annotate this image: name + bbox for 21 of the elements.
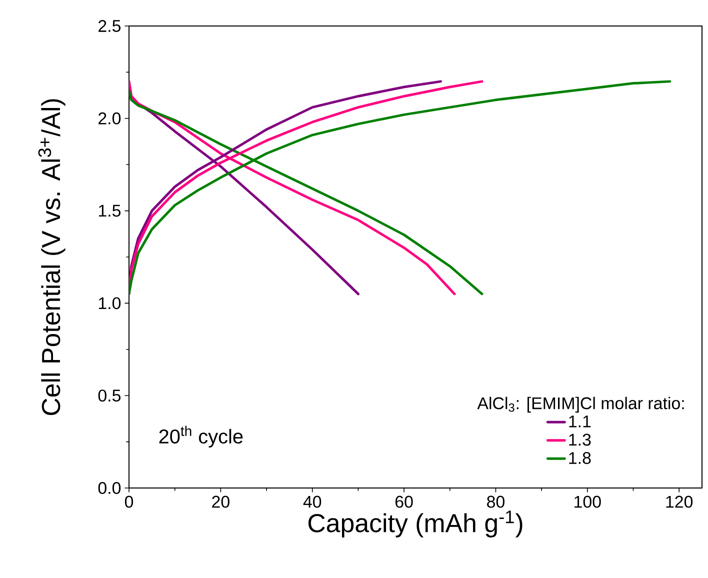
x-axis-title: Capacity (mAh g$^{-1}$) [308,510,522,538]
y-axis-title: Cell Potential (V vs. Al$^{3+}$/Al) [38,99,66,416]
legend-label: 1.1 [569,416,591,428]
x-tick-label: 40 [303,496,322,508]
annotation: 20$^{th}$ cycle [159,426,243,448]
y-tick-label: 1.0 [98,297,121,310]
x-tick-label: 0 [124,496,134,508]
legend-label: 1.8 [569,452,591,464]
y-tick-label: 0.5 [98,390,121,402]
x-tick-label: 120 [666,496,693,508]
y-tick-label: 0.0 [98,482,121,494]
legend-title: AlCl$_{3}$: [EMIM]Cl molar ratio: [477,396,684,413]
line-series [129,80,672,296]
x-tick-label: 60 [395,496,413,508]
x-tick-label: 100 [574,496,601,508]
y-tick-label: 2.5 [98,20,121,32]
y-tick-label: 2.0 [98,112,121,124]
y-tick-label: 1.5 [98,204,121,217]
legend-label: 1.3 [569,434,591,446]
x-tick-label: 80 [487,496,504,508]
x-tick-label: 20 [212,496,230,508]
